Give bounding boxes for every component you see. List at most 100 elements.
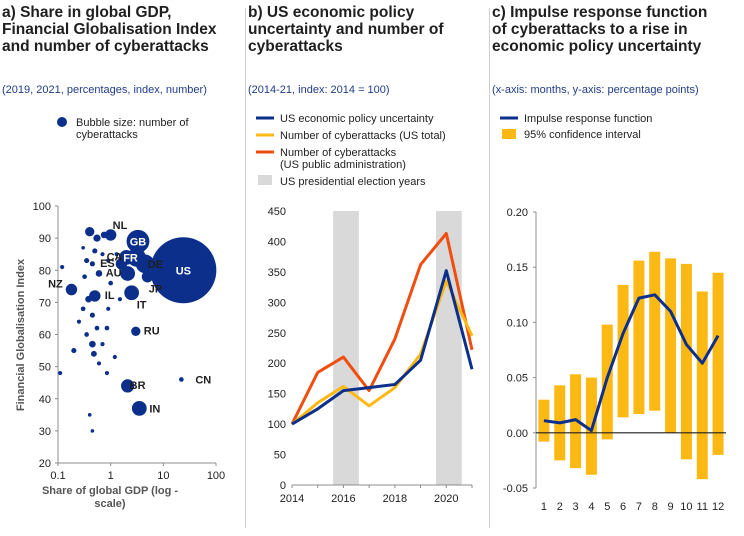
y-tick-label: 80: [39, 265, 51, 277]
title-line: economic policy uncertainty: [492, 38, 702, 55]
bubble: [106, 306, 111, 311]
legend-label: Number of cyberattacks (US total): [280, 130, 446, 142]
y-tick-label: 150: [268, 389, 286, 401]
y-tick-label: 0.00: [507, 428, 528, 440]
bubble-label: AU: [106, 267, 122, 279]
bubble: [104, 325, 110, 331]
title-line: and number of cyberattacks: [2, 38, 209, 55]
bubble: [92, 248, 98, 254]
ci-bar: [665, 258, 677, 433]
legend-label: (US public administration): [280, 159, 406, 171]
bubble-label: GB: [130, 236, 147, 248]
ci-bar: [696, 291, 708, 480]
bubble-nl: [104, 229, 117, 241]
y-tick-label: 0.15: [507, 262, 528, 274]
ci-bar: [649, 251, 661, 411]
bubble: [93, 234, 101, 242]
y-tick-label: 100: [33, 201, 51, 213]
bubble-label: RU: [144, 325, 160, 337]
legend-label: Number of cyberattacks: [280, 147, 397, 159]
title-line: c) Impulse response function: [492, 4, 708, 21]
panel-separator: [489, 8, 490, 528]
panel-a-title: a) Share in global GDP, Financial Global…: [2, 4, 216, 55]
bubble-il: [89, 290, 101, 302]
bubble-br: [121, 379, 135, 393]
x-tick-label: 2: [557, 501, 563, 513]
x-axis-title: Share of global GDP (log -: [42, 485, 178, 497]
panel-b-subtitle: (2014-21, index: 2014 = 100): [248, 84, 390, 96]
y-tick-label: 450: [268, 206, 286, 218]
bubble: [96, 361, 102, 366]
bubble-label: NZ: [48, 279, 63, 291]
series-line: [291, 269, 474, 426]
bubble: [100, 342, 105, 347]
y-tick-label: 400: [268, 236, 286, 248]
bubble: [60, 264, 65, 270]
title-line: of cyberattacks to a rise in: [492, 21, 688, 38]
bubble: [85, 227, 95, 237]
x-tick-label: 100: [207, 470, 225, 482]
panel-c-subtitle: (x-axis: months, y-axis: percentage poin…: [492, 84, 699, 96]
y-axis-title: Financial Globalisation Index: [15, 258, 27, 411]
title-line: a) Share in global GDP,: [2, 4, 172, 21]
ci-bar: [633, 260, 645, 415]
line-chart: US economic policy uncertainty Number of …: [256, 113, 474, 505]
y-tick-label: 250: [268, 328, 286, 340]
bubble: [84, 258, 90, 264]
bubble-label: NL: [113, 220, 128, 232]
legend-bar-icon: [502, 129, 516, 139]
bubble-label: BR: [130, 380, 146, 392]
bubble: [108, 280, 114, 286]
y-tick-label: 0: [280, 480, 286, 492]
bubble-label: FR: [123, 252, 138, 264]
legend-band-icon: [258, 175, 272, 185]
bubble-gb: [126, 229, 150, 253]
bubble-de: [135, 254, 155, 274]
bubble: [87, 413, 92, 417]
y-tick-label: 0.05: [507, 373, 528, 385]
x-tick-label: 2016: [331, 493, 355, 505]
legend-bubble-icon: [57, 117, 67, 127]
bubble: [112, 354, 117, 360]
x-tick-label: 6: [620, 501, 626, 513]
bubble: [71, 348, 77, 354]
bubble-label: DE: [148, 259, 163, 271]
bubble-label: CA: [107, 251, 123, 263]
ci-bar: [712, 272, 724, 455]
legend-label: US economic policy uncertainty: [280, 113, 434, 125]
bubble: [58, 370, 63, 376]
panel-a: a) Share in global GDP, Financial Global…: [0, 0, 246, 536]
legend-label: Bubble size: number of: [76, 117, 189, 129]
ci-bar: [680, 263, 692, 460]
y-tick-label: 70: [39, 297, 51, 309]
y-tick-label: 40: [39, 394, 51, 406]
panel-separator: [245, 8, 246, 528]
x-tick-label: 2020: [434, 493, 458, 505]
panel-b-title: b) US economic policy uncertainty and nu…: [248, 4, 444, 55]
bubble-ru: [131, 326, 141, 336]
bubble: [100, 252, 105, 257]
y-tick-label: 200: [268, 358, 286, 370]
irf-line: [543, 293, 720, 433]
x-tick-label: 10: [157, 470, 169, 482]
legend-label: cyberattacks: [76, 129, 138, 141]
bubble: [84, 332, 89, 337]
title-line: cyberattacks: [248, 38, 343, 55]
bubble-us: [150, 237, 217, 304]
x-tick-label: 11: [697, 501, 708, 513]
y-tick-label: 50: [39, 362, 51, 374]
y-tick-label: 100: [268, 419, 286, 431]
x-tick-label: 7: [636, 501, 642, 513]
y-tick-label: 60: [39, 330, 51, 342]
x-tick-label: 10: [680, 501, 692, 513]
bubble-in: [131, 401, 147, 416]
bubble-label: CN: [195, 374, 211, 386]
title-line: b) US economic policy: [248, 4, 415, 21]
election-year-band: [436, 211, 462, 485]
irf-chart: Impulse response function 95% confidence …: [500, 113, 726, 513]
y-tick-label: 0.10: [507, 317, 528, 329]
y-tick-label: 50: [274, 450, 286, 462]
panel-b: b) US economic policy uncertainty and nu…: [246, 0, 490, 536]
y-tick-label: 300: [268, 297, 286, 309]
